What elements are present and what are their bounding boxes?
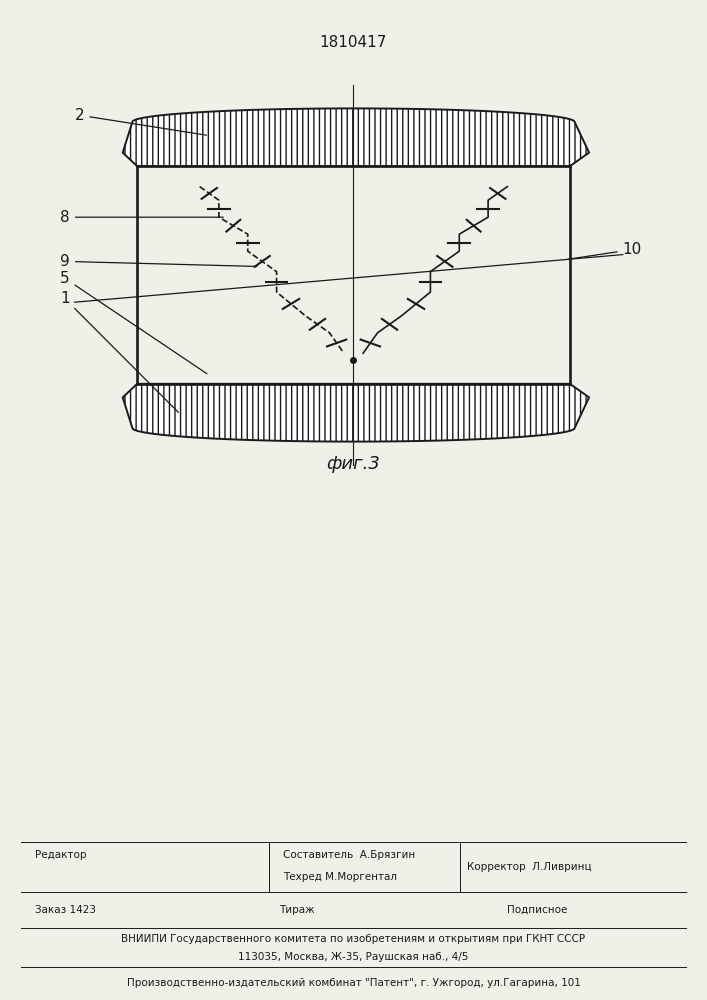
Text: 1: 1 (60, 291, 178, 412)
Text: Техред М.Моргентал: Техред М.Моргентал (283, 872, 397, 882)
Text: Редактор: Редактор (35, 850, 87, 860)
Text: 113035, Москва, Ж-35, Раушская наб., 4/5: 113035, Москва, Ж-35, Раушская наб., 4/5 (238, 952, 469, 962)
Polygon shape (123, 108, 589, 166)
Text: 1810417: 1810417 (320, 35, 387, 50)
Text: 8: 8 (60, 210, 223, 225)
Text: 5: 5 (60, 271, 207, 374)
Text: Производственно-издательский комбинат "Патент", г. Ужгород, ул.Гагарина, 101: Производственно-издательский комбинат "П… (127, 978, 580, 988)
Text: Составитель  А.Брязгин: Составитель А.Брязгин (283, 850, 415, 860)
Text: Корректор  Л.Ливринц: Корректор Л.Ливринц (467, 862, 591, 872)
Polygon shape (123, 384, 589, 442)
Text: 2: 2 (75, 108, 206, 135)
Text: 9: 9 (60, 254, 257, 269)
Text: фиг.3: фиг.3 (327, 455, 380, 473)
Text: 10: 10 (568, 242, 642, 259)
Text: Подписное: Подписное (507, 905, 568, 915)
Text: Тираж: Тираж (279, 905, 315, 915)
Text: ВНИИПИ Государственного комитета по изобретениям и открытиям при ГКНТ СССР: ВНИИПИ Государственного комитета по изоб… (122, 934, 585, 944)
Text: Заказ 1423: Заказ 1423 (35, 905, 96, 915)
